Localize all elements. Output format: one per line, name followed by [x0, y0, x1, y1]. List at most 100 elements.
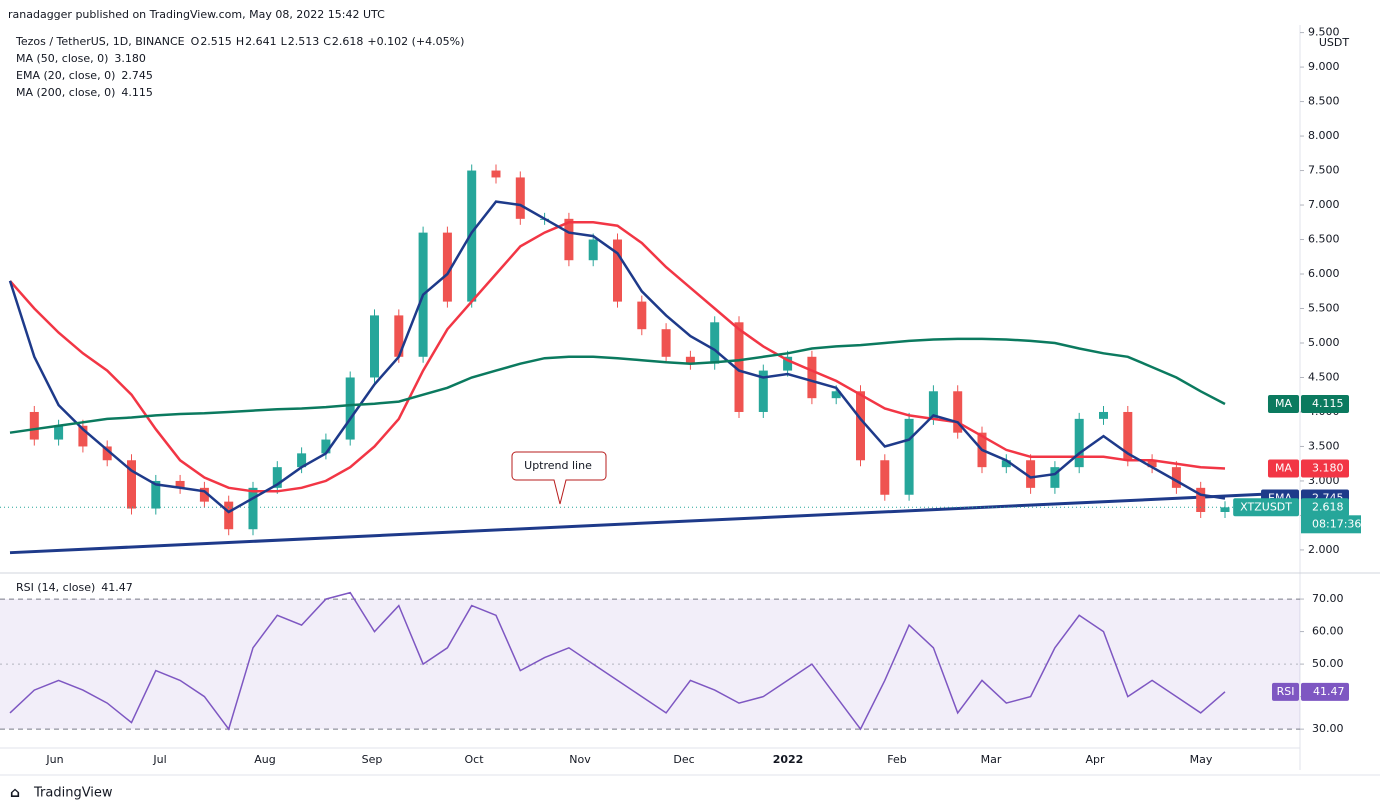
candle: [78, 425, 88, 447]
time-label: Jul: [152, 753, 166, 766]
time-label: Dec: [673, 753, 694, 766]
price-tag-value: 3.180: [1312, 462, 1344, 475]
brand: TradingView: [33, 786, 113, 801]
indicator-line: [9, 221, 1226, 493]
price-tick-label: 9.000: [1308, 60, 1340, 73]
candle: [102, 446, 112, 461]
legend-text: RSI (14, close): [16, 581, 95, 594]
uptrend-line: [9, 492, 1269, 555]
price-tick-label: 5.500: [1308, 302, 1340, 315]
candle: [564, 218, 574, 261]
candle: [783, 356, 793, 371]
candle: [1050, 467, 1060, 488]
price-tick-label: 5.000: [1308, 336, 1340, 349]
candle: [661, 329, 671, 357]
candle: [953, 391, 963, 433]
rsi-tick-label: 50.00: [1312, 657, 1344, 670]
time-label: Mar: [981, 753, 1002, 766]
candle: [1026, 460, 1036, 488]
countdown-box: [1301, 515, 1361, 534]
time-label: Sep: [362, 753, 383, 766]
legend-text: MA (200, close, 0): [16, 86, 115, 99]
price-tag-name-box: [1233, 498, 1299, 517]
candle: [467, 170, 477, 302]
price-tag-name: XTZUSDT: [1240, 500, 1292, 513]
legend-text: Tezos / TetherUS, 1D, BINANCE: [15, 35, 185, 48]
candle: [1074, 418, 1084, 468]
price-tag: [1301, 395, 1349, 414]
candle: [54, 425, 64, 440]
price-tag-name-box: [1267, 395, 1299, 414]
indicator-line: [9, 337, 1226, 434]
candle: [588, 239, 598, 261]
rsi-tag-name: RSI: [1277, 685, 1295, 698]
callout-text: Uptrend line: [524, 459, 592, 472]
candle: [880, 460, 890, 495]
legend-text: 2.515: [200, 35, 232, 48]
time-label: Oct: [464, 753, 484, 766]
time-label: Aug: [254, 753, 275, 766]
legend-text: H: [236, 35, 244, 48]
candle: [127, 460, 136, 509]
legend-text: 2.618: [332, 35, 364, 48]
candle: [1147, 460, 1157, 468]
candle: [928, 391, 938, 419]
price-tick-label: 9.500: [1308, 26, 1340, 39]
price-tick-label: 6.000: [1308, 267, 1340, 280]
price-tick-label: 6.500: [1308, 233, 1340, 246]
legend-text: 2.641: [245, 35, 277, 48]
candle: [856, 391, 865, 461]
legend-text: MA (50, close, 0): [16, 52, 108, 65]
price-tag: [1301, 498, 1349, 517]
unit-label: USDT: [1319, 36, 1350, 49]
rsi-tick-label: 60.00: [1312, 625, 1344, 638]
candle: [151, 480, 161, 509]
candle: [613, 239, 622, 302]
price-tag-value: 4.115: [1312, 397, 1344, 410]
legend-text: +0.102 (+4.05%): [367, 35, 464, 48]
price-tag-value: 2.618: [1312, 500, 1344, 513]
legend-text: EMA (20, close, 0): [16, 69, 115, 82]
candle: [637, 301, 647, 330]
candle: [807, 356, 817, 399]
candle: [1099, 411, 1108, 419]
candle: [224, 501, 234, 530]
candle: [321, 439, 331, 454]
published-line: ranadagger published on TradingView.com,…: [8, 8, 385, 21]
candle: [442, 232, 452, 302]
candle: [370, 315, 379, 378]
candle: [272, 467, 282, 488]
price-tag-name-box: [1267, 459, 1299, 478]
candle: [1196, 487, 1206, 512]
legend-text: 4.115: [121, 86, 153, 99]
legend-text: C: [323, 35, 331, 48]
price-tick-label: 2.000: [1308, 543, 1340, 556]
legend-text: 3.180: [114, 52, 146, 65]
candle: [248, 487, 258, 530]
legend-text: L: [281, 35, 288, 48]
legend-text: 2.513: [288, 35, 320, 48]
rsi-tag-name-box: [1272, 682, 1299, 701]
candle: [394, 315, 404, 357]
price-tick-label: 8.500: [1308, 95, 1340, 108]
countdown: 08:17:36: [1312, 517, 1361, 530]
candle: [685, 356, 695, 364]
candle: [345, 377, 355, 440]
legend-text: O: [191, 35, 200, 48]
price-tag-name: MA: [1275, 462, 1292, 475]
price-tick-label: 3.500: [1308, 439, 1340, 452]
time-label: Apr: [1085, 753, 1105, 766]
price-tag: [1301, 459, 1349, 478]
price-tick-label: 8.000: [1308, 129, 1340, 142]
time-label: May: [1190, 753, 1213, 766]
candle: [758, 370, 768, 412]
indicator-line: [8, 200, 1226, 514]
time-label: Jun: [45, 753, 63, 766]
price-tick-label: 4.500: [1308, 370, 1340, 383]
time-label: Feb: [887, 753, 906, 766]
candle: [904, 418, 914, 495]
time-label: 2022: [773, 753, 804, 766]
rsi-line: [9, 591, 1226, 731]
